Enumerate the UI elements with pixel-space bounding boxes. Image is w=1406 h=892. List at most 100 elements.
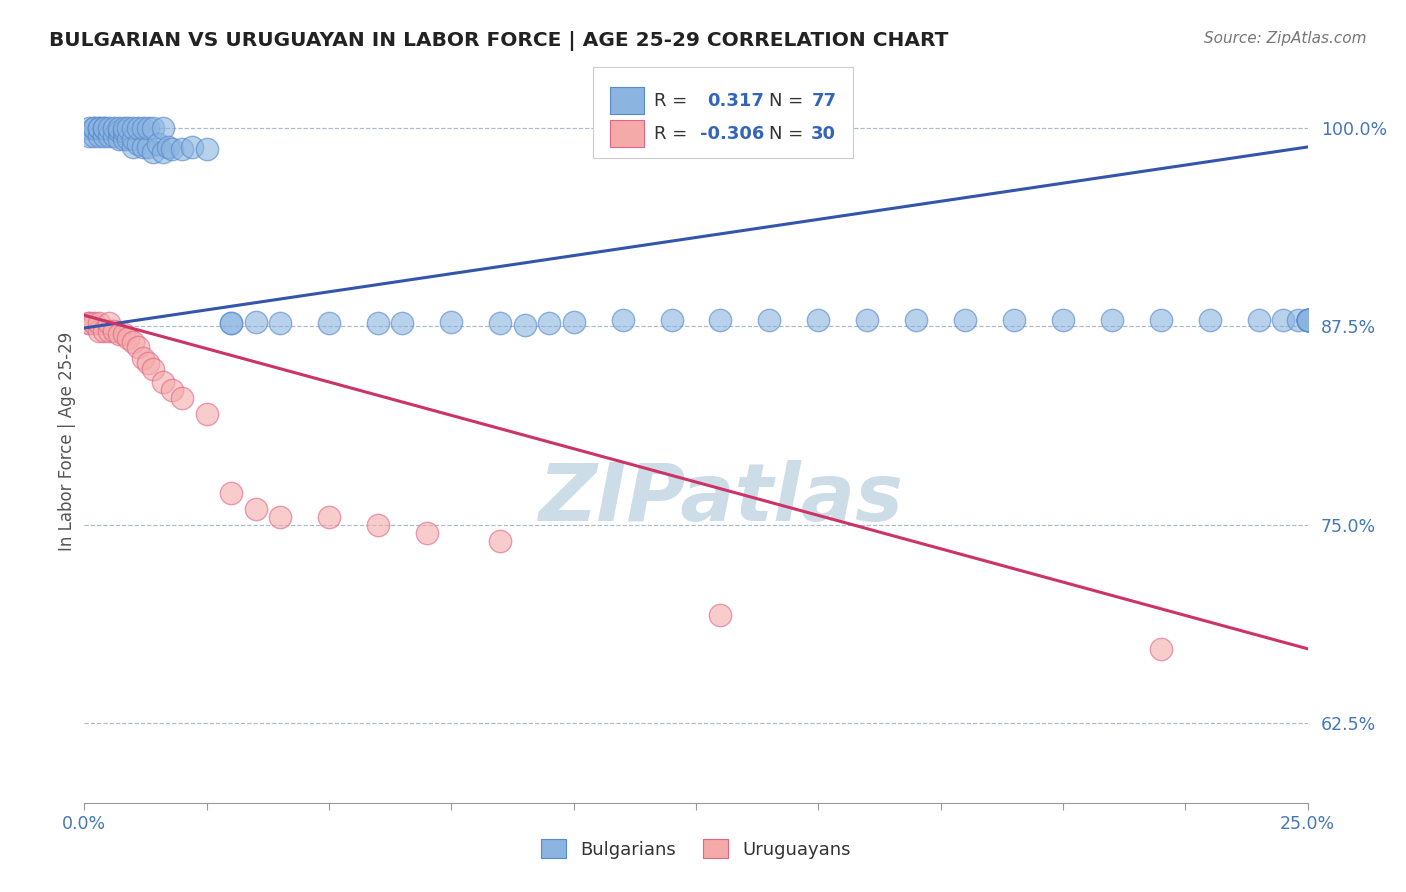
Point [97, 120, 120, 135]
Point [1198, 313, 1220, 327]
Point [107, 120, 129, 135]
Point [107, 327, 129, 342]
Point [538, 316, 561, 330]
Point [1296, 313, 1319, 327]
Point [152, 375, 174, 389]
Point [87, 120, 110, 135]
Point [219, 316, 242, 330]
Point [127, 340, 149, 354]
Point [93, 120, 115, 135]
Point [172, 391, 194, 405]
Point [245, 502, 267, 516]
Point [77, 316, 100, 330]
Point [136, 356, 159, 370]
Point [1296, 313, 1319, 327]
Point [661, 313, 683, 327]
Point [416, 525, 439, 540]
Point [112, 124, 135, 138]
Text: R =: R = [654, 92, 693, 110]
Point [107, 124, 129, 138]
Text: R =: R = [654, 125, 693, 143]
Point [77, 120, 100, 135]
Point [391, 316, 413, 330]
Point [219, 316, 242, 330]
Point [367, 316, 389, 330]
Point [93, 128, 115, 143]
Point [905, 313, 928, 327]
Point [142, 145, 165, 159]
Point [87, 128, 110, 143]
Point [162, 383, 184, 397]
Text: N =: N = [769, 92, 808, 110]
Point [117, 120, 139, 135]
Text: Source: ZipAtlas.com: Source: ZipAtlas.com [1204, 31, 1367, 46]
Point [97, 128, 120, 143]
Point [93, 120, 115, 135]
Point [136, 120, 159, 135]
Point [122, 132, 145, 146]
Point [758, 313, 780, 327]
Point [513, 318, 536, 332]
Point [103, 128, 125, 143]
Point [1296, 313, 1319, 327]
Point [1296, 313, 1319, 327]
Point [83, 120, 105, 135]
Point [195, 407, 218, 421]
Point [856, 313, 879, 327]
Point [269, 316, 291, 330]
Point [112, 132, 135, 146]
Point [77, 128, 100, 143]
Point [245, 315, 267, 329]
Point [122, 335, 145, 350]
Point [117, 330, 139, 344]
Point [93, 324, 115, 338]
Point [117, 132, 139, 146]
Point [1101, 313, 1123, 327]
Point [107, 132, 129, 146]
Point [112, 327, 135, 342]
Point [132, 140, 155, 154]
Point [318, 316, 340, 330]
Legend: Bulgarians, Uruguayans: Bulgarians, Uruguayans [533, 832, 859, 866]
Point [83, 316, 105, 330]
Text: N =: N = [769, 125, 808, 143]
Text: 77: 77 [811, 92, 837, 110]
Point [1272, 313, 1295, 327]
Point [146, 136, 169, 151]
Point [1150, 641, 1173, 656]
Point [97, 316, 120, 330]
Text: BULGARIAN VS URUGUAYAN IN LABOR FORCE | AGE 25-29 CORRELATION CHART: BULGARIAN VS URUGUAYAN IN LABOR FORCE | … [49, 31, 949, 51]
Point [562, 315, 585, 329]
Point [172, 142, 194, 156]
Point [489, 533, 512, 548]
Point [1296, 313, 1319, 327]
Point [122, 140, 145, 154]
Point [612, 313, 634, 327]
Point [709, 313, 731, 327]
Point [1002, 313, 1025, 327]
Point [367, 517, 389, 532]
Point [181, 140, 204, 154]
Point [132, 351, 155, 366]
Point [142, 362, 165, 376]
Point [152, 120, 174, 135]
Point [269, 510, 291, 524]
Point [1052, 313, 1074, 327]
Point [1286, 313, 1309, 327]
Point [219, 486, 242, 500]
Point [103, 324, 125, 338]
Point [152, 145, 174, 159]
Point [1296, 313, 1319, 327]
Point [87, 324, 110, 338]
Point [127, 136, 149, 151]
Y-axis label: In Labor Force | Age 25-29: In Labor Force | Age 25-29 [58, 332, 76, 551]
Point [77, 316, 100, 330]
Text: 0.317: 0.317 [707, 92, 763, 110]
Point [87, 120, 110, 135]
Point [1247, 313, 1270, 327]
Point [440, 315, 463, 329]
Point [953, 313, 976, 327]
Point [97, 324, 120, 338]
Point [103, 120, 125, 135]
Text: -0.306: -0.306 [700, 125, 765, 143]
